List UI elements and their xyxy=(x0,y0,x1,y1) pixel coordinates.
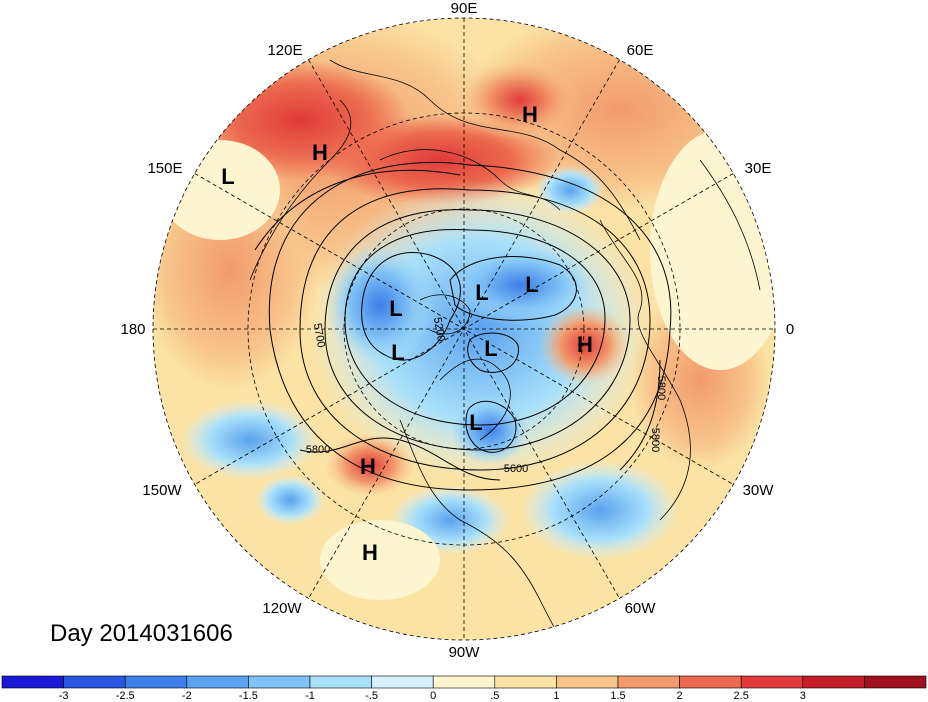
colorbar-swatch xyxy=(802,675,865,689)
low-marker: L xyxy=(391,340,404,365)
low-marker: L xyxy=(525,272,538,297)
contour-label: 5700 xyxy=(311,322,327,348)
lon-label: 30E xyxy=(745,160,772,177)
longitude-labels: 90E 60E 30E 0 30W 60W 90W 120W 150W 180 … xyxy=(120,0,794,661)
contour-label: 5800 xyxy=(655,376,667,400)
colorbar-tick-label: -1 xyxy=(305,690,315,702)
contour-label: 5600 xyxy=(504,463,528,475)
height-contours xyxy=(254,161,672,491)
colorbar-tick-label: -.5 xyxy=(365,690,378,702)
colorbar-swatch xyxy=(63,675,126,689)
colorbar-tick-label: -2.5 xyxy=(116,690,135,702)
colorbar-swatch xyxy=(617,675,680,689)
high-marker: H xyxy=(312,140,328,165)
colorbar-tick-label: 1.5 xyxy=(610,690,625,702)
low-marker: L xyxy=(484,336,497,361)
high-marker: H xyxy=(360,454,376,479)
lon-label: 150E xyxy=(147,160,182,177)
high-marker: H xyxy=(577,332,593,357)
colorbar-tick-label: 3 xyxy=(800,690,806,702)
lon-label: 90E xyxy=(451,0,478,17)
low-marker: L xyxy=(475,280,488,305)
colorbar: -3 -2.5 -2 -1.5 -1 -.5 0 .5 1 1.5 2 2.5 3 xyxy=(1,675,927,702)
lon-label: 120W xyxy=(262,600,302,617)
lon-label: 30W xyxy=(743,482,775,499)
colorbar-swatch xyxy=(679,675,742,689)
colorbar-tick-label: -2 xyxy=(182,690,192,702)
colorbar-swatch xyxy=(124,675,188,689)
colorbar-swatch xyxy=(1,675,64,689)
anomaly-field xyxy=(153,18,775,640)
colorbar-tick-label: -1.5 xyxy=(239,690,258,702)
colorbar-swatch xyxy=(371,675,434,689)
high-marker: H xyxy=(522,102,538,127)
colorbar-tick-label: 2 xyxy=(677,690,683,702)
pressure-systems: H H L L L L L H L L H H xyxy=(221,102,593,565)
colorbar-swatch xyxy=(740,675,804,689)
colorbar-swatch xyxy=(864,675,927,689)
colorbar-tick-label: 0 xyxy=(430,690,436,702)
lon-label: 90W xyxy=(449,644,481,661)
lon-label: 60W xyxy=(625,600,657,617)
lon-label: 60E xyxy=(627,42,654,59)
lon-label: 150W xyxy=(142,482,182,499)
coastlines xyxy=(249,59,761,640)
colorbar-swatch xyxy=(432,675,496,689)
contour-label: 5200 xyxy=(431,316,447,342)
colorbar-swatch xyxy=(556,675,619,689)
lon-label: 180 xyxy=(120,321,145,338)
colorbar-swatch xyxy=(309,675,372,689)
high-marker: H xyxy=(362,540,378,565)
colorbar-tick-label: 2.5 xyxy=(734,690,749,702)
low-marker: L xyxy=(469,410,482,435)
colorbar-swatch xyxy=(494,675,557,689)
lon-label: 120E xyxy=(267,42,302,59)
colorbar-swatch xyxy=(248,675,311,689)
graticule xyxy=(152,17,776,641)
colorbar-tick-label: 1 xyxy=(553,690,559,702)
colorbar-tick-label: .5 xyxy=(490,690,499,702)
low-marker: L xyxy=(389,296,402,321)
contour-labels: 5700 5200 5600 5800 5800 5800 xyxy=(306,316,667,475)
lon-label: 0 xyxy=(786,321,794,338)
contour-label: 5800 xyxy=(649,428,661,452)
colorbar-swatch xyxy=(186,675,249,689)
colorbar-tick-label: -3 xyxy=(59,690,69,702)
contour-label: 5800 xyxy=(306,444,330,456)
map-title: Day 2014031606 xyxy=(50,620,233,647)
low-marker: L xyxy=(221,164,234,189)
